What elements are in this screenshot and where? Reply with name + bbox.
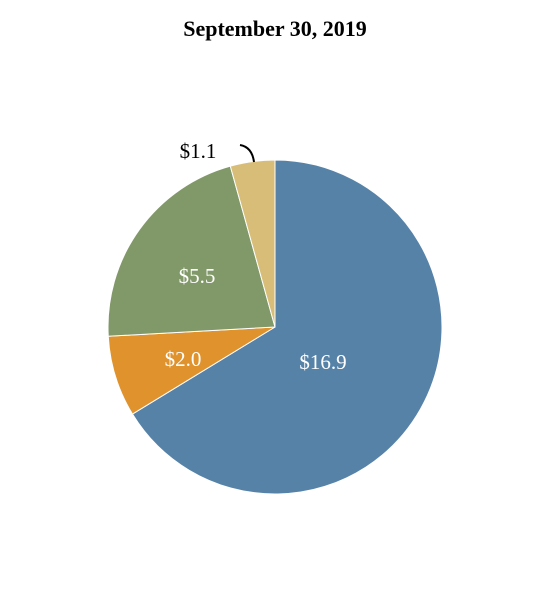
pie-slice-4 [229,159,276,328]
pie-slice-3 [107,165,276,337]
slice-label-1: $16.9 [299,350,346,374]
leader-line [239,144,255,163]
slice-label-4: $1.1 [180,139,217,163]
slice-label-2: $2.0 [165,347,202,371]
pie-slice-1 [131,159,443,495]
chart-title: September 30, 2019 [183,16,367,41]
pie-labels: $16.9 $2.0 $5.5 $1.1 [165,139,347,374]
pie-slices [107,159,443,495]
slice-label-3: $5.5 [179,264,216,288]
